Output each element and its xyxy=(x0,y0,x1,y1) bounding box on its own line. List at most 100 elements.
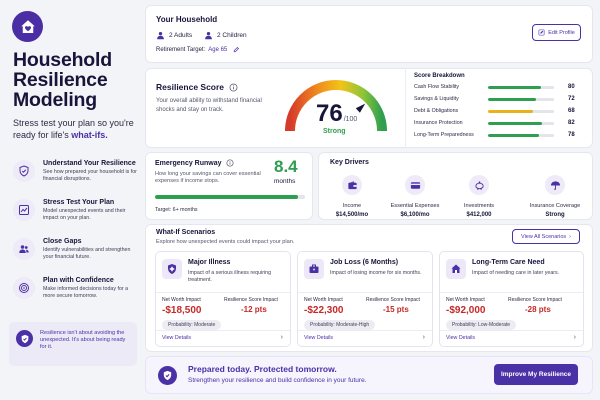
score-gauge xyxy=(285,80,387,132)
scenario-card-long-term-care[interactable]: Long-Term Care Need Impact of needing ca… xyxy=(439,251,584,347)
score-label: Strong xyxy=(323,128,346,135)
breakdown-bar-fill xyxy=(488,85,541,89)
divider xyxy=(440,292,583,293)
scenario-card-illness[interactable]: Major Illness Impact of a serious illnes… xyxy=(155,251,291,347)
children-count: 2 Children xyxy=(217,32,247,39)
breakdown-bar xyxy=(488,85,554,89)
probability-badge: Probability: Moderate xyxy=(162,320,222,330)
retirement-target: Retirement Target: Age 65 xyxy=(156,46,240,53)
chevron-right-icon[interactable]: › xyxy=(573,334,576,341)
score-title: Resilience Score xyxy=(156,82,225,92)
breakdown-bar-fill xyxy=(488,121,543,125)
breakdown-bar-fill xyxy=(488,109,533,113)
net-worth-label: Net Worth Impact xyxy=(304,297,343,303)
breakdown-title: Score Breakdown xyxy=(414,73,465,79)
note-text: Resilience isn't about avoiding the unex… xyxy=(40,330,126,351)
scenario-title: Long-Term Care Need xyxy=(472,259,545,266)
breakdown-row: Savings & Liquidity 72 xyxy=(414,96,585,102)
score-impact-label: Resilience Score Impact xyxy=(224,297,278,303)
breakdown-row: Insurance Protection 82 xyxy=(414,120,585,126)
driver-label: Income xyxy=(342,203,362,209)
page-title: Household Resilience Modeling xyxy=(13,49,112,111)
view-details-link[interactable]: View Details xyxy=(446,335,476,341)
probability-badge: Probability: Moderate-High xyxy=(304,320,376,330)
score-impact-label: Resilience Score Impact xyxy=(508,297,562,303)
feature-understand: Understand Your Resilience See how prepar… xyxy=(13,160,138,183)
breakdown-value: 68 xyxy=(568,108,575,114)
runway-target: Target: 6+ months xyxy=(155,207,198,213)
breakdown-bar xyxy=(488,133,554,137)
scenario-desc: Impact of needing care in later years. xyxy=(472,270,560,276)
driver-value: $6,100/mo xyxy=(400,212,430,218)
score-value-group: 76 /100 xyxy=(316,100,357,128)
feature-desc: See how prepared your household is for f… xyxy=(43,169,137,182)
chevron-right-icon[interactable]: › xyxy=(280,334,283,341)
runway-progress-bar xyxy=(155,195,305,199)
shield-check-icon xyxy=(158,366,177,385)
divider xyxy=(298,292,432,293)
shield-icon xyxy=(13,160,35,182)
breakdown-label: Insurance Protection xyxy=(414,120,463,126)
score-impact: -12 pts xyxy=(241,305,267,314)
driver-label: Essential Expenses xyxy=(390,203,440,209)
household-children: 2 Children xyxy=(204,31,247,40)
scenario-card-job-loss[interactable]: Job Loss (6 Months) Impact of losing inc… xyxy=(297,251,433,347)
driver-label: Investments xyxy=(463,203,495,209)
edit-profile-button[interactable]: Edit Profile xyxy=(532,24,581,41)
house-icon xyxy=(446,259,466,279)
cta-desc: Strengthen your resilience and build con… xyxy=(188,377,367,384)
edit-pencil-icon[interactable] xyxy=(233,46,240,53)
drivers-title: Key Drivers xyxy=(330,159,369,166)
resilience-score-card: Resilience Score Your overall ability to… xyxy=(145,68,593,148)
feature-close-gaps: Close Gaps Identify vulnerabilities and s… xyxy=(13,238,138,261)
view-all-scenarios-button[interactable]: View All Scenarios › xyxy=(512,229,580,244)
info-icon[interactable] xyxy=(229,83,238,92)
breakdown-label: Cash Flow Stability xyxy=(414,84,460,90)
chevron-right-icon[interactable]: › xyxy=(422,334,425,341)
breakdown-value: 80 xyxy=(568,84,575,90)
score-impact-label: Resilience Score Impact xyxy=(366,297,420,303)
probability-badge: Probability: Low-Moderate xyxy=(446,320,517,330)
score-impact: -15 pts xyxy=(383,305,409,314)
view-details-link[interactable]: View Details xyxy=(304,335,334,341)
info-icon[interactable] xyxy=(226,159,234,167)
feature-desc: Model unexpected events and their impact… xyxy=(43,208,126,221)
runway-heading: Emergency Runway xyxy=(155,159,234,167)
piggy-bank-icon xyxy=(469,175,489,195)
breakdown-value: 78 xyxy=(568,132,575,138)
driver-expenses: Essential Expenses $6,100/mo xyxy=(389,175,441,218)
net-worth-impact: -$92,000 xyxy=(446,305,486,316)
scenario-title: Major Illness xyxy=(188,259,231,266)
driver-investments: Investments $412,000 xyxy=(453,175,505,218)
net-worth-label: Net Worth Impact xyxy=(446,297,485,303)
edit-icon xyxy=(538,29,545,36)
divider xyxy=(156,330,290,331)
card-icon xyxy=(405,175,425,195)
view-details-link[interactable]: View Details xyxy=(162,335,192,341)
breakdown-label: Savings & Liquidity xyxy=(414,96,459,102)
driver-value: $14,500/mo xyxy=(335,212,369,218)
target-icon xyxy=(13,277,35,299)
feature-title: Plan with Confidence xyxy=(43,277,114,284)
net-worth-label: Net Worth Impact xyxy=(162,297,201,303)
breakdown-row: Long-Term Preparedness 78 xyxy=(414,132,585,138)
scenarios-title: What-If Scenarios xyxy=(156,229,216,236)
cta-title: Prepared today. Protected tomorrow. xyxy=(188,364,337,374)
medical-icon xyxy=(162,259,182,279)
page-subtitle: Stress test your plan so you're ready fo… xyxy=(13,118,134,140)
adults-count: 2 Adults xyxy=(169,32,193,39)
edit-profile-label: Edit Profile xyxy=(548,29,575,36)
feature-desc: Make informed decisions today for a more… xyxy=(43,286,129,299)
gauge-arc xyxy=(285,80,387,132)
feature-plan-confidence: Plan with Confidence Make informed decisi… xyxy=(13,277,138,300)
app-logo xyxy=(12,11,43,42)
cta-banner: Prepared today. Protected tomorrow. Stre… xyxy=(145,356,593,394)
breakdown-value: 72 xyxy=(568,96,575,102)
people-icon xyxy=(13,238,35,260)
view-all-label: View All Scenarios xyxy=(521,233,567,240)
driver-value: Strong xyxy=(545,212,565,218)
wallet-icon xyxy=(342,175,362,195)
breakdown-bar-fill xyxy=(488,97,536,101)
breakdown-bar xyxy=(488,109,554,113)
improve-resilience-button[interactable]: Improve My Resilience xyxy=(494,364,578,385)
